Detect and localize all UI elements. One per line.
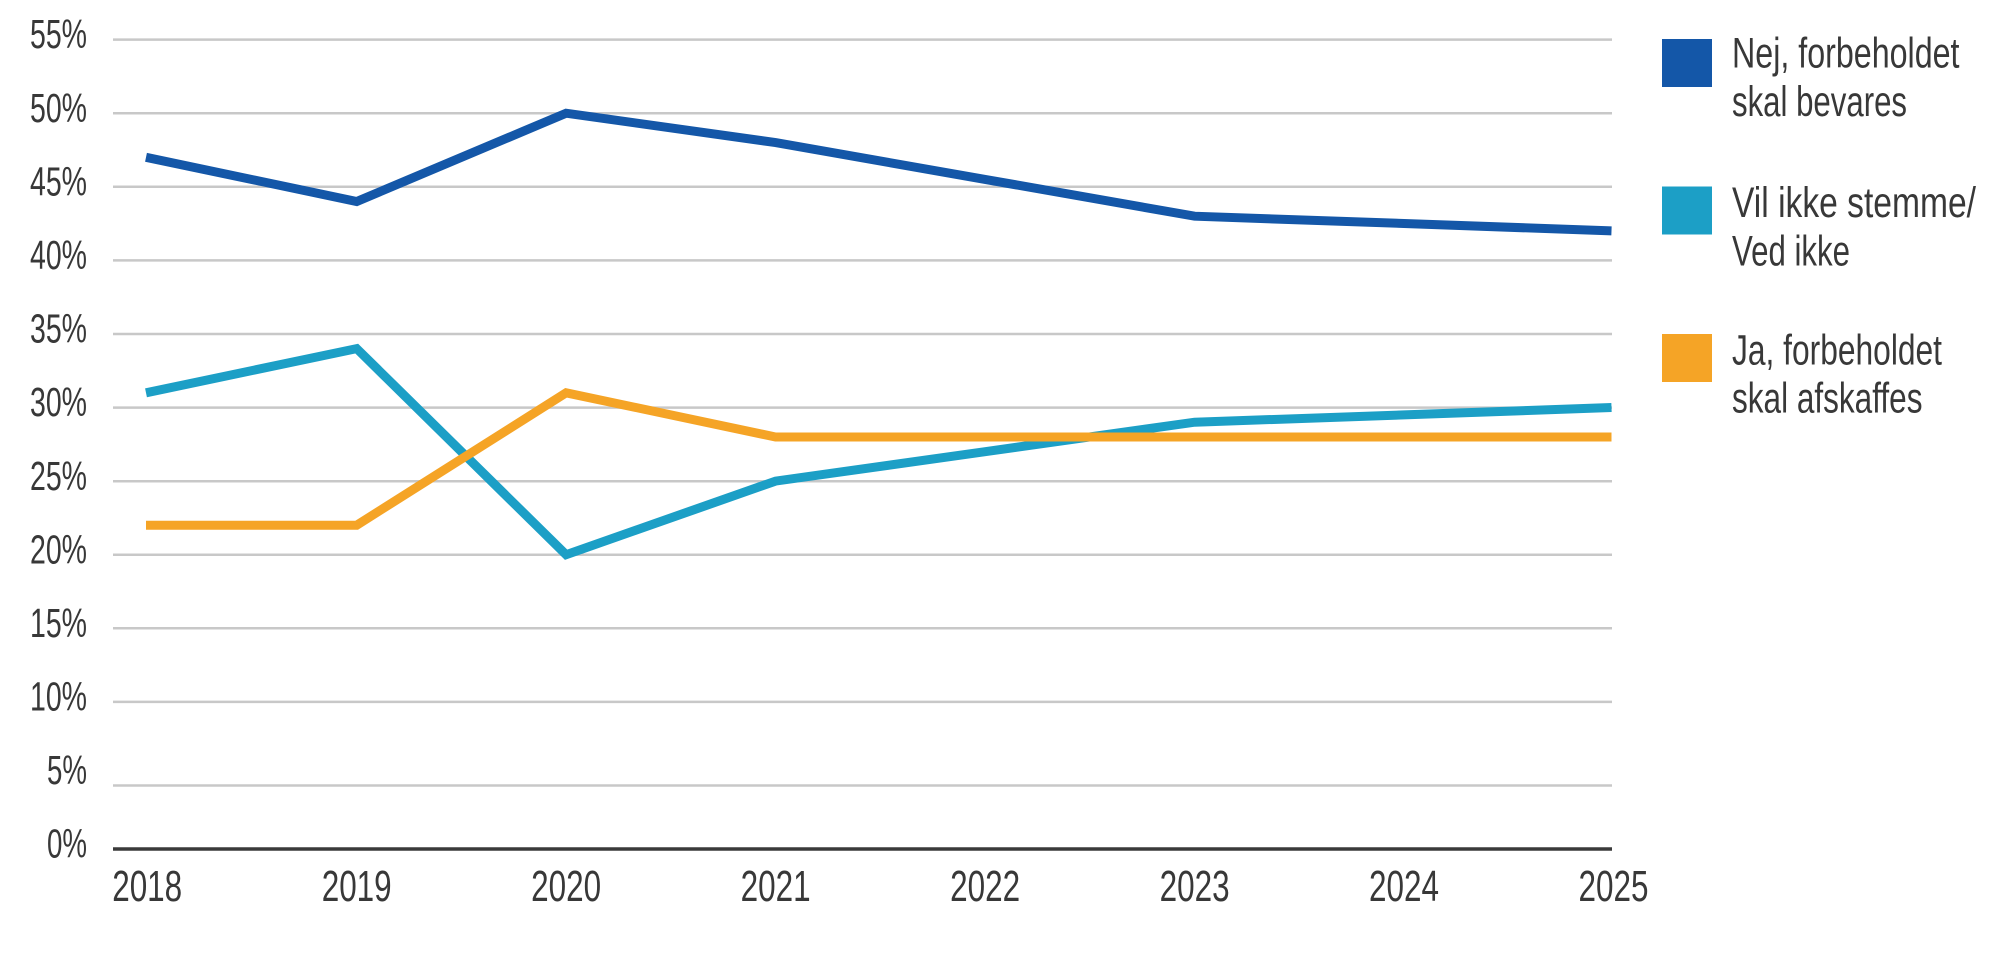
svg-text:2023: 2023 xyxy=(1160,863,1230,911)
svg-text:15%: 15% xyxy=(30,600,87,646)
svg-text:45%: 45% xyxy=(30,158,87,204)
svg-text:Vil ikke stemme/: Vil ikke stemme/ xyxy=(1732,179,1976,227)
svg-text:Nej, forbeholdet: Nej, forbeholdet xyxy=(1732,30,1960,78)
svg-text:30%: 30% xyxy=(30,379,87,425)
svg-text:0%: 0% xyxy=(47,821,87,867)
svg-text:Ved ikke: Ved ikke xyxy=(1732,227,1850,275)
svg-text:2020: 2020 xyxy=(531,863,601,911)
svg-text:skal bevares: skal bevares xyxy=(1732,78,1907,126)
svg-text:50%: 50% xyxy=(30,85,87,131)
svg-text:10%: 10% xyxy=(30,674,87,720)
svg-text:Ja, forbeholdet: Ja, forbeholdet xyxy=(1732,326,1942,374)
svg-text:2018: 2018 xyxy=(112,863,182,911)
svg-text:2021: 2021 xyxy=(741,863,811,911)
svg-text:55%: 55% xyxy=(30,11,87,57)
svg-text:skal afskaffes: skal afskaffes xyxy=(1732,375,1923,423)
svg-text:2019: 2019 xyxy=(322,863,392,911)
svg-text:20%: 20% xyxy=(30,526,87,572)
svg-text:5%: 5% xyxy=(47,747,87,793)
svg-text:40%: 40% xyxy=(30,232,87,278)
svg-text:2025: 2025 xyxy=(1579,863,1649,911)
svg-text:2024: 2024 xyxy=(1369,863,1439,911)
svg-text:35%: 35% xyxy=(30,306,87,352)
svg-text:25%: 25% xyxy=(30,453,87,499)
svg-text:2022: 2022 xyxy=(950,863,1020,911)
